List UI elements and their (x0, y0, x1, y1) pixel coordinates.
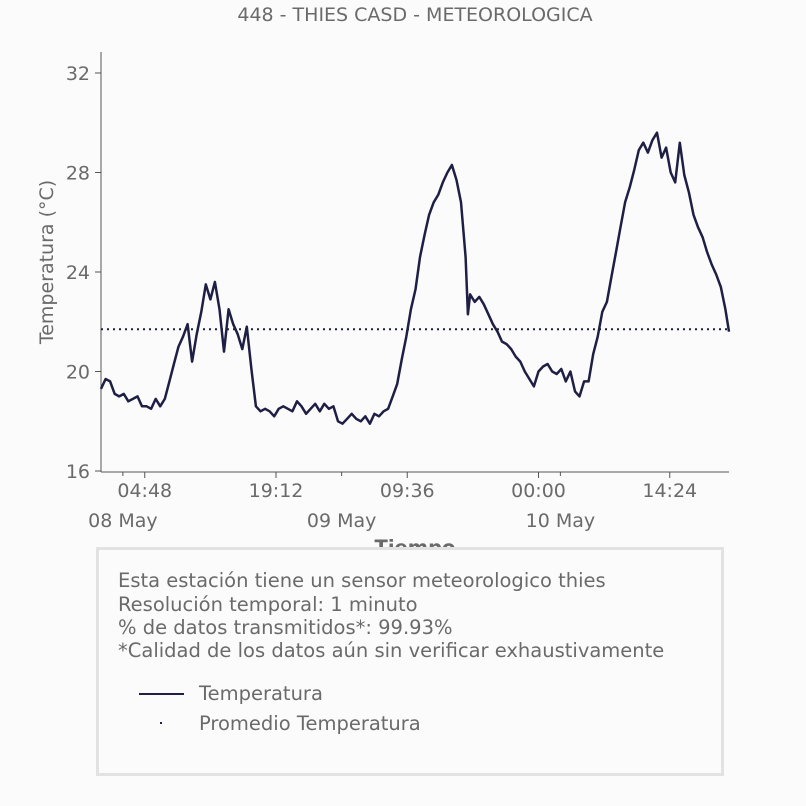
y-axis-label: Temperatura (°C) (36, 180, 58, 345)
info-box: Esta estación tiene un sensor meteorolog… (96, 547, 724, 776)
legend-line-swatch (139, 693, 184, 695)
x-day-label: 08 May (88, 510, 158, 532)
series-temperature-line (99, 131, 731, 425)
x-axis-day-labels: 08 May 09 May 10 May (88, 472, 595, 532)
legend-label: Temperatura (199, 682, 323, 705)
info-line-resolution: Resolución temporal: 1 minuto (118, 593, 418, 616)
legend-dot-swatch (160, 722, 162, 724)
info-line-quality-note: *Calidad de los datos aún sin verificar … (118, 639, 665, 662)
x-tick-label: 09:36 (380, 480, 435, 502)
x-day-label: 10 May (526, 510, 596, 532)
chart-title: 448 - THIES CASD - METEOROLOGICA (237, 4, 592, 26)
y-tick-label: 16 (66, 461, 90, 483)
y-tick-label: 32 (66, 63, 90, 85)
x-tick-label: 19:12 (249, 480, 304, 502)
x-day-label: 09 May (307, 510, 377, 532)
legend-label: Promedio Temperatura (199, 712, 421, 735)
x-tick-label: 00:00 (511, 480, 566, 502)
y-tick-label: 28 (66, 163, 90, 185)
x-tick-label: 04:48 (117, 480, 172, 502)
y-tick-label: 20 (66, 362, 90, 384)
info-line-transmitted: % de datos transmitidos*: 99.93% (118, 616, 453, 639)
x-axis-ticks: 04:48 19:12 09:36 00:00 14:24 (117, 472, 697, 502)
x-tick-label: 14:24 (642, 480, 697, 502)
info-line-sensor: Esta estación tiene un sensor meteorolog… (118, 569, 606, 592)
y-tick-label: 24 (66, 262, 90, 284)
y-axis-ticks: 16 20 24 28 32 (66, 63, 101, 483)
